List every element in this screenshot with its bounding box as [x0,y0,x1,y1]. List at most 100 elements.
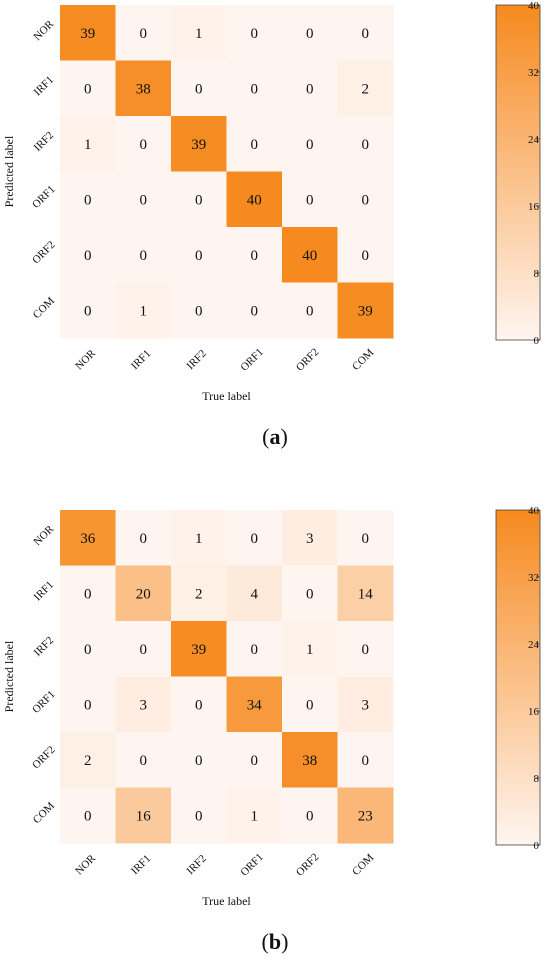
colorbar-tick-label: 40 [528,505,540,517]
colorbar-ticks: 40 32 24 16 8 0 [528,0,540,347]
x-tick-labels: NOR IRF1 IRF2 ORF1 ORF2 COM [73,851,376,879]
heatmap-cell [226,510,283,566]
x-tick-label: ORF2 [294,346,322,374]
heatmap-cell [337,787,394,844]
cell-value: 0 [251,81,259,97]
x-tick-label: IRF2 [184,853,208,877]
heatmap-cell [282,510,338,566]
heatmap-cell [115,510,172,566]
heatmap-cell [282,5,338,61]
cell-value: 0 [251,753,259,769]
x-tick-label: NOR [73,852,98,877]
heatmap-cell [60,732,116,788]
cell-value: 0 [84,303,92,319]
heatmap-cell [282,171,338,228]
cell-value: 1 [84,137,92,153]
cell-value: 0 [251,137,259,153]
cell-value: 0 [195,192,203,208]
heatmap-cell [171,621,227,677]
y-tick-labels: NOR IRF1 IRF2 ORF1 ORF2 COM [30,18,58,322]
heatmap-cell [115,282,172,339]
heatmap-cell [171,227,227,283]
heatmap-cell [337,732,394,788]
heatmap-cell [115,116,172,172]
heatmap-cell [337,621,394,677]
y-tick-label: ORF2 [30,744,58,772]
y-axis-title: Predicted label [2,135,16,207]
y-tick-label: IRF2 [32,129,56,153]
heatmap-cell [60,227,116,283]
heatmap-cell [226,732,283,788]
cell-value: 0 [84,697,92,713]
cell-value: 39 [191,642,206,658]
cell-value: 0 [195,248,203,264]
cell-value: 0 [362,531,370,547]
heatmap-cell [115,787,172,844]
heatmap-cell [60,171,116,228]
heatmap-cells: 36 0 1 0 3 00 20 2 4 0 140 0 39 0 1 00 3 0 34 0 32 0 0 0 38 00 16 0… [60,510,394,844]
heatmap-cells: 39 0 1 0 0 0 0 38 0 0 0 2 1 0 39 0 0 0 0 0 0 40 0 0 0 0 0 0 40 0 0 1 0 0 0… [60,5,394,339]
heatmap-cell [60,282,116,339]
cell-value: 0 [251,531,259,547]
cell-value: 0 [84,586,92,602]
cell-value: 0 [362,192,370,208]
cell-value: 0 [306,808,314,824]
colorbar [495,509,541,846]
cell-value: 0 [195,808,203,824]
cell-value: 0 [84,808,92,824]
confusion-matrix-panel-b: 36 0 1 0 3 0 0 20 2 4 0 14 0 0 39 0 1 0 0 3 0 34 0 3 2 0 0 0 38 0 0 16 0… [0,505,550,968]
colorbar [495,4,541,341]
confusion-matrix-panel-a: 39 0 1 0 0 0 0 38 0 0 0 2 1 0 39 0 0 0 0 0 0 40 0 0 0 0 0 0 40 0 0 1 0 0 0… [0,0,550,465]
cell-value: 38 [136,81,151,97]
colorbar-tick-label: 0 [534,840,540,852]
heatmap-cell [60,5,116,61]
colorbar-tick-label: 24 [528,639,540,651]
cell-value: 0 [306,137,314,153]
heatmap-cell [282,676,338,733]
colorbar-tick-label: 8 [534,773,540,785]
y-tick-label: COM [31,800,57,826]
cell-value: 39 [80,26,95,42]
heatmap-cell [226,5,283,61]
cell-value: 0 [140,192,148,208]
cell-value: 0 [306,303,314,319]
y-tick-label: IRF2 [32,634,56,658]
colorbar-tick-label: 40 [528,0,540,12]
heatmap-cell [171,282,227,339]
heatmap-cell [60,565,116,622]
y-axis-title: Predicted label [2,640,16,712]
cell-value: 0 [306,81,314,97]
heatmap-cell [226,676,283,733]
cell-value: 0 [306,586,314,602]
cell-value: 0 [195,81,203,97]
cell-value: 0 [362,137,370,153]
heatmap-cell [171,171,227,228]
heatmap-cell [171,787,227,844]
cell-value: 0 [195,753,203,769]
heatmap-cell [171,60,227,117]
colorbar-tick-label: 0 [534,335,540,347]
heatmap-cell [337,5,394,61]
y-tick-label: COM [31,295,57,321]
heatmap-cell [171,510,227,566]
cell-value: 0 [251,642,259,658]
heatmap-cell [337,171,394,228]
cell-value: 36 [80,531,96,547]
cell-value: 39 [191,137,206,153]
x-tick-label: ORF2 [294,851,322,879]
cell-value: 0 [140,531,148,547]
colorbar-tick-label: 8 [534,268,540,280]
heatmap-cell [60,510,116,566]
cell-value: 0 [362,248,370,264]
heatmap-cell [115,171,172,228]
x-tick-label: IRF1 [129,348,153,372]
cell-value: 2 [84,753,92,769]
cell-value: 1 [251,808,259,824]
y-tick-label: NOR [31,18,56,43]
colorbar-tick-label: 32 [528,572,539,584]
cell-value: 0 [195,697,203,713]
cell-value: 1 [306,642,314,658]
heatmap-cell [282,60,338,117]
cell-value: 0 [140,26,148,42]
cell-value: 0 [362,26,370,42]
